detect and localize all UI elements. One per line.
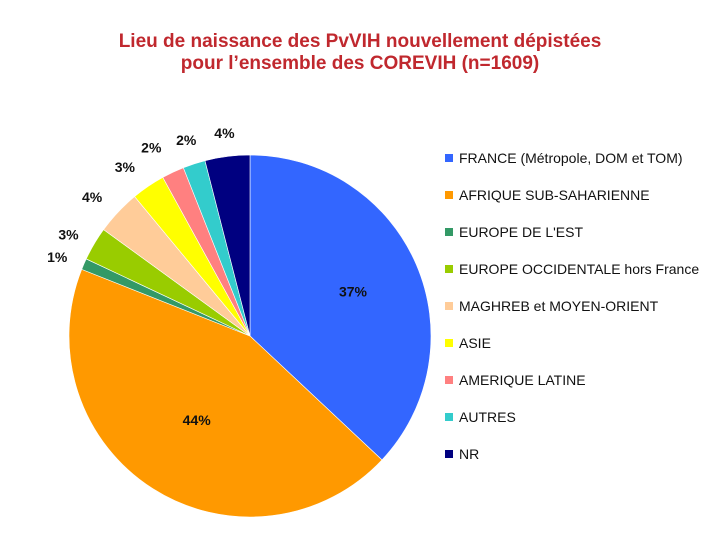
legend-item-autres: AUTRES — [445, 409, 714, 425]
legend-swatch — [445, 191, 453, 199]
data-label-maghreb: 4% — [82, 189, 103, 205]
legend-label: ASIE — [459, 335, 491, 351]
legend-swatch — [445, 302, 453, 310]
legend-swatch — [445, 228, 453, 236]
data-label-europe-est: 1% — [47, 249, 68, 265]
pie-slice-afrique — [68, 268, 383, 518]
legend-label: AUTRES — [459, 409, 516, 425]
legend-label: EUROPE DE L'EST — [459, 224, 584, 240]
legend-label: AFRIQUE SUB-SAHARIENNE — [459, 187, 650, 203]
data-label-europe-occ: 3% — [58, 227, 79, 243]
legend-swatch — [445, 339, 453, 347]
legend-swatch — [445, 413, 453, 421]
legend-label: AMERIQUE LATINE — [459, 372, 586, 388]
legend-label: FRANCE (Métropole, DOM et TOM) — [459, 150, 683, 166]
legend-item-maghreb: MAGHREB et MOYEN-ORIENT — [445, 298, 714, 314]
legend-item-europe-occ: EUROPE OCCIDENTALE hors France — [445, 261, 714, 277]
legend-label: EUROPE OCCIDENTALE hors France — [459, 261, 700, 277]
legend-item-amerique: AMERIQUE LATINE — [445, 372, 714, 388]
chart-title-line2: pour l’ensemble des COREVIH (n=1609) — [180, 53, 540, 74]
data-label-france: 37% — [339, 283, 368, 299]
legend-item-france: FRANCE (Métropole, DOM et TOM) — [445, 150, 714, 166]
legend-label: MAGHREB et MOYEN-ORIENT — [459, 298, 659, 314]
legend-label: NR — [459, 446, 480, 462]
chart-title-line1: Lieu de naissance des PvVIH nouvellement… — [118, 31, 602, 52]
data-label-nr: 4% — [214, 125, 235, 141]
data-label-autres: 2% — [176, 132, 197, 148]
legend-swatch — [445, 450, 453, 458]
data-label-afrique: 44% — [183, 412, 212, 428]
legend-swatch — [445, 376, 453, 384]
legend-swatch — [445, 154, 453, 162]
legend-item-asie: ASIE — [445, 335, 714, 351]
legend-item-europe-est: EUROPE DE L'EST — [445, 224, 714, 240]
legend-item-nr: NR — [445, 446, 714, 462]
legend-item-afrique: AFRIQUE SUB-SAHARIENNE — [445, 187, 714, 203]
pie-slice-france — [249, 154, 432, 461]
pie-slice-nr — [204, 154, 251, 337]
legend-swatch — [445, 265, 453, 273]
data-label-amerique: 2% — [141, 140, 162, 156]
data-label-asie: 3% — [115, 159, 136, 175]
